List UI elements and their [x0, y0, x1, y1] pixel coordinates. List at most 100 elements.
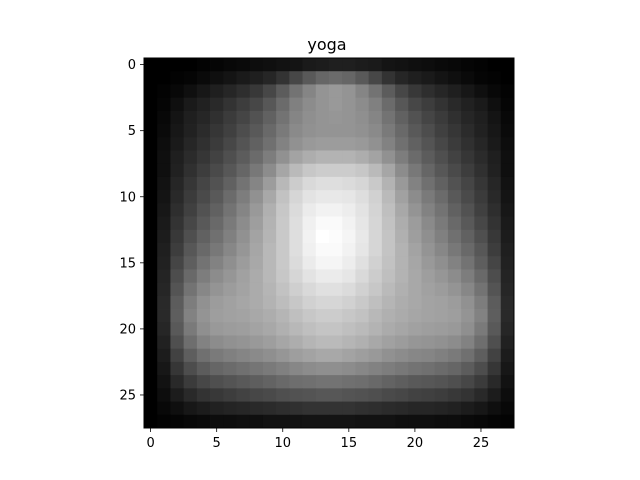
heatmap-cell — [474, 361, 488, 376]
heatmap-cell — [249, 401, 264, 416]
heatmap-cell — [170, 322, 185, 336]
heatmap-cell — [223, 58, 237, 72]
heatmap-cell — [170, 243, 185, 257]
heatmap-cell — [170, 309, 185, 323]
heatmap-cell — [395, 295, 409, 310]
heatmap-cell — [355, 388, 370, 402]
heatmap-cell — [210, 124, 224, 138]
heatmap-cell — [289, 71, 303, 85]
heatmap-cell — [315, 84, 330, 99]
heatmap-cell — [183, 414, 198, 429]
heatmap-cell — [210, 348, 224, 363]
heatmap-cell — [289, 401, 303, 416]
heatmap-cell — [276, 110, 290, 125]
heatmap-cell — [421, 203, 436, 217]
heatmap-cell — [315, 176, 330, 191]
heatmap-cell — [447, 229, 462, 244]
heatmap-cell — [434, 401, 449, 416]
heatmap-cell — [461, 256, 475, 270]
heatmap-cell — [381, 137, 396, 151]
heatmap-cell — [289, 163, 303, 178]
heatmap-cell — [408, 335, 422, 350]
heatmap-cell — [355, 71, 370, 85]
heatmap-cell — [144, 150, 158, 165]
heatmap-cell — [421, 71, 436, 85]
heatmap-cell — [302, 58, 317, 72]
heatmap-cell — [368, 375, 383, 389]
heatmap-cell — [408, 414, 422, 429]
heatmap-cell — [262, 137, 277, 151]
heatmap-cell — [474, 58, 488, 72]
heatmap-cell — [210, 388, 224, 402]
heatmap-cell — [447, 243, 462, 257]
heatmap-cell — [381, 84, 396, 99]
heatmap-cell — [342, 71, 356, 85]
heatmap-cell — [249, 229, 264, 244]
heatmap-cell — [447, 335, 462, 350]
heatmap-cell — [157, 229, 171, 244]
heatmap-cell — [368, 348, 383, 363]
heatmap-cell — [381, 190, 396, 204]
heatmap-cell — [447, 388, 462, 402]
heatmap-cell — [196, 71, 211, 85]
heatmap-cell — [461, 150, 475, 165]
heatmap-cell — [487, 243, 502, 257]
heatmap-cell — [223, 348, 237, 363]
heatmap-cell — [170, 216, 185, 231]
heatmap-cell — [276, 216, 290, 231]
heatmap-cell — [342, 150, 356, 165]
heatmap-cell — [210, 401, 224, 416]
heatmap-cell — [487, 322, 502, 336]
heatmap-cell — [434, 84, 449, 99]
heatmap-cell — [249, 124, 264, 138]
heatmap-cell — [196, 348, 211, 363]
heatmap-cell — [157, 335, 171, 350]
heatmap-cell — [368, 295, 383, 310]
heatmap-cell — [500, 256, 515, 270]
heatmap-cell — [368, 137, 383, 151]
heatmap-cell — [289, 203, 303, 217]
heatmap-cell — [210, 150, 224, 165]
heatmap-cell — [236, 124, 251, 138]
heatmap-cell — [368, 84, 383, 99]
heatmap-cell — [183, 348, 198, 363]
heatmap-cell — [342, 309, 356, 323]
heatmap-cell — [474, 216, 488, 231]
y-tick-label: 20 — [119, 322, 136, 337]
heatmap-cell — [170, 388, 185, 402]
heatmap-cell — [368, 71, 383, 85]
heatmap-cell — [408, 137, 422, 151]
heatmap-cell — [355, 335, 370, 350]
heatmap-cell — [196, 401, 211, 416]
heatmap-cell — [421, 269, 436, 284]
heatmap-cell — [355, 58, 370, 72]
heatmap-cell — [170, 124, 185, 138]
heatmap-cell — [342, 295, 356, 310]
heatmap-cell — [210, 137, 224, 151]
heatmap-cell — [210, 322, 224, 336]
heatmap-cell — [474, 163, 488, 178]
chart-title: yoga — [307, 35, 346, 54]
heatmap-cell — [276, 97, 290, 112]
heatmap-cell — [315, 216, 330, 231]
heatmap-cell — [461, 348, 475, 363]
heatmap-cell — [447, 401, 462, 416]
heatmap-cell — [500, 375, 515, 389]
heatmap-cell — [183, 243, 198, 257]
heatmap-cell — [329, 414, 343, 429]
heatmap-cell — [276, 348, 290, 363]
heatmap-cell — [474, 71, 488, 85]
heatmap-cell — [395, 203, 409, 217]
heatmap-cell — [395, 124, 409, 138]
heatmap-cell — [395, 309, 409, 323]
heatmap-cell — [395, 414, 409, 429]
heatmap-cell — [289, 110, 303, 125]
heatmap-cell — [276, 163, 290, 178]
heatmap-cell — [302, 84, 317, 99]
heatmap-cell — [474, 150, 488, 165]
heatmap-cell — [196, 361, 211, 376]
heatmap-cell — [262, 335, 277, 350]
heatmap-cell — [487, 97, 502, 112]
heatmap-cell — [487, 401, 502, 416]
heatmap-cell — [355, 97, 370, 112]
